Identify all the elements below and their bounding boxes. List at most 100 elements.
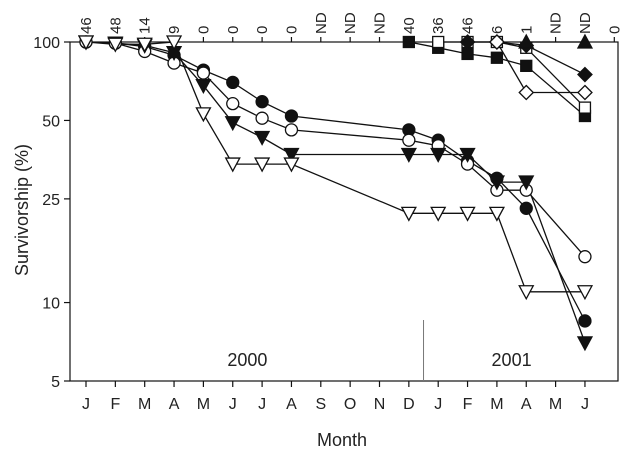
open-square-marker bbox=[432, 35, 445, 49]
sample-size-label: 46 bbox=[460, 17, 477, 34]
open-circle-series-line bbox=[85, 41, 586, 258]
open-diamond-marker bbox=[518, 84, 535, 101]
open-circle-marker bbox=[226, 96, 240, 111]
y-tick-label: 25 bbox=[42, 192, 60, 209]
x-tick-label: J bbox=[258, 396, 266, 413]
open-triangle-down-marker bbox=[518, 285, 535, 301]
filled-circle-marker bbox=[255, 95, 269, 109]
filled-triangle-up-marker bbox=[518, 33, 535, 49]
open-triangle-down-marker bbox=[488, 206, 505, 222]
x-tick-label: J bbox=[229, 396, 237, 413]
open-triangle-down-series-line bbox=[85, 41, 585, 293]
sample-size-label: 14 bbox=[137, 17, 154, 34]
filled-circle-marker bbox=[226, 75, 240, 90]
open-circle-marker bbox=[284, 123, 299, 137]
sample-size-label: 9 bbox=[166, 26, 183, 34]
filled-circle-marker bbox=[578, 314, 592, 328]
x-tick-label: M bbox=[490, 396, 503, 413]
sample-size-label: 0 bbox=[254, 26, 271, 34]
open-triangle-down-marker bbox=[136, 37, 153, 53]
open-triangle-down-marker bbox=[400, 206, 417, 222]
open-circle-marker bbox=[402, 133, 416, 147]
y-tick-label: 50 bbox=[42, 113, 60, 130]
open-triangle-down-marker bbox=[77, 35, 95, 51]
open-triangle-down-marker bbox=[195, 107, 212, 123]
filled-diamond-marker bbox=[577, 66, 593, 83]
x-axis-label: Month bbox=[317, 430, 367, 450]
x-tick-label: J bbox=[581, 396, 589, 413]
sample-size-label: 40 bbox=[401, 17, 418, 34]
x-tick-label: N bbox=[374, 396, 386, 413]
sample-size-label: ND bbox=[313, 12, 330, 34]
open-triangle-down-marker bbox=[254, 157, 271, 173]
x-tick-label: J bbox=[434, 396, 442, 413]
open-triangle-down-marker bbox=[430, 206, 447, 222]
sample-size-label: 0 bbox=[606, 26, 623, 34]
open-triangle-down-marker bbox=[459, 206, 476, 222]
sample-size-label: 0 bbox=[283, 26, 300, 34]
sample-size-label: ND bbox=[548, 12, 565, 34]
sample-size-label: ND bbox=[577, 12, 594, 34]
sample-size-label: ND bbox=[372, 12, 389, 34]
y-tick-label: 5 bbox=[51, 374, 60, 391]
x-tick-label: M bbox=[138, 396, 151, 413]
filled-triangle-down-marker bbox=[400, 147, 417, 163]
filled-triangle-down-marker bbox=[518, 175, 535, 191]
filled-diamond-marker bbox=[459, 34, 476, 50]
filled-triangle-down-marker bbox=[459, 147, 476, 163]
x-tick-label: D bbox=[403, 396, 415, 413]
x-tick-label: F bbox=[110, 396, 120, 413]
open-triangle-down-marker bbox=[576, 285, 594, 301]
open-circle-marker bbox=[255, 111, 269, 125]
filled-square-marker bbox=[461, 47, 474, 61]
y-axis-label: Survivorship (%) bbox=[12, 144, 32, 276]
x-tick-label: M bbox=[197, 396, 210, 413]
year-label: 2000 bbox=[227, 350, 267, 370]
open-circle-marker bbox=[578, 250, 592, 264]
filled-triangle-down-marker bbox=[254, 130, 271, 146]
open-square-marker bbox=[578, 101, 592, 114]
sample-size-label: 6 bbox=[489, 26, 506, 34]
sample-size-label: 48 bbox=[107, 17, 124, 34]
open-triangle-down-marker bbox=[107, 37, 124, 53]
filled-triangle-down-marker bbox=[224, 116, 241, 132]
x-tick-label: A bbox=[169, 396, 180, 413]
filled-triangle-down-marker bbox=[488, 175, 505, 191]
open-triangle-down-marker bbox=[165, 35, 183, 51]
filled-square-marker bbox=[520, 59, 533, 72]
sample-size-label: 0 bbox=[225, 26, 242, 34]
plot-frame bbox=[69, 41, 619, 382]
sample-size-label: 0 bbox=[195, 26, 212, 34]
open-circle-marker bbox=[196, 66, 211, 80]
sample-size-label: ND bbox=[342, 12, 359, 34]
open-diamond-marker bbox=[577, 84, 593, 101]
x-tick-label: S bbox=[315, 396, 326, 413]
sample-size-label: 36 bbox=[430, 17, 447, 34]
filled-triangle-up-marker bbox=[576, 33, 594, 49]
filled-circle-marker bbox=[284, 109, 299, 123]
x-tick-label: O bbox=[344, 396, 356, 413]
open-triangle-down-marker bbox=[224, 157, 241, 173]
x-tick-label: J bbox=[82, 396, 90, 413]
open-triangle-down-marker bbox=[283, 157, 300, 173]
filled-diamond-series-line bbox=[467, 41, 586, 76]
filled-triangle-down-marker bbox=[430, 147, 447, 163]
y-tick-label: 100 bbox=[33, 35, 60, 52]
filled-square-marker bbox=[402, 35, 416, 49]
sample-size-label: 1 bbox=[518, 26, 535, 34]
open-diamond-marker bbox=[488, 34, 505, 50]
filled-circle-marker bbox=[519, 201, 533, 215]
open-diamond-series-line bbox=[496, 41, 585, 94]
filled-triangle-down-marker bbox=[576, 336, 594, 352]
x-tick-label: M bbox=[549, 396, 562, 413]
x-tick-label: F bbox=[463, 396, 473, 413]
series-lines-and-markers bbox=[77, 33, 594, 352]
x-tick-label: A bbox=[286, 396, 297, 413]
sample-size-label: 46 bbox=[78, 17, 95, 34]
y-tick-label: 10 bbox=[42, 296, 60, 313]
filled-triangle-down-marker bbox=[283, 147, 300, 163]
filled-square-marker bbox=[490, 51, 504, 64]
plot-border bbox=[69, 41, 619, 382]
